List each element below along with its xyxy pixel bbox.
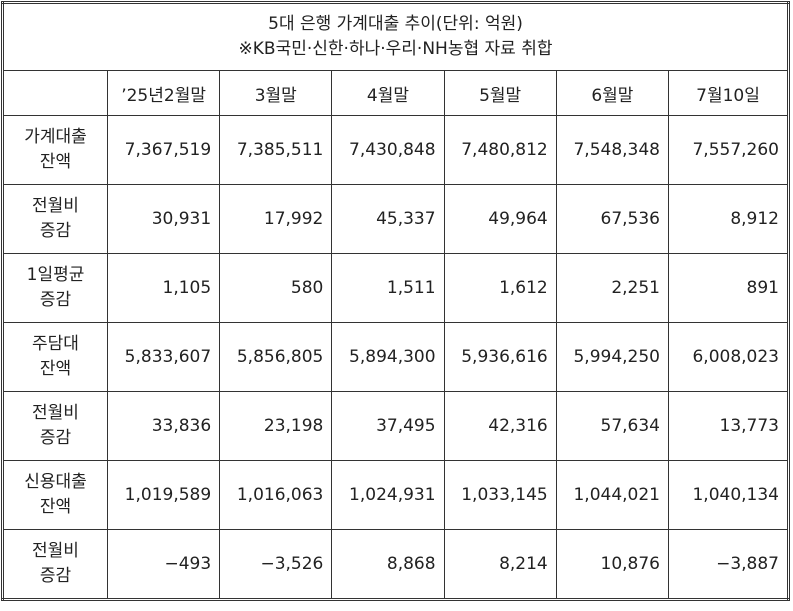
- value-cell: 1,024,931: [331, 460, 445, 530]
- row-label-line: 잔액: [39, 359, 72, 379]
- value-cell: 23,198: [219, 391, 333, 461]
- data-row: 전월비 증감 33,836 23,198 37,495 42,316 57,634 13,77…: [2, 391, 789, 461]
- value-cell: 30,931: [106, 184, 221, 254]
- column-header: ’25년2월말: [106, 70, 221, 116]
- value-cell: 7,367,519: [106, 115, 221, 185]
- corner-cell: [2, 70, 108, 116]
- value-cell: 1,019,589: [106, 460, 221, 530]
- data-row: 전월비 증감 −493 −3,526 8,868 8,214 10,876 −3,887: [2, 529, 789, 600]
- value-cell: 57,634: [555, 391, 670, 461]
- row-label-line: 증감: [39, 221, 72, 241]
- value-cell: 580: [219, 253, 333, 323]
- value-cell: 1,044,021: [555, 460, 670, 530]
- row-label-line: 전월비: [32, 541, 79, 561]
- value-cell: 10,876: [555, 529, 670, 600]
- row-label-line: 가계대출: [24, 127, 87, 147]
- title-cell: 5대 은행 가계대출 추이(단위: 억원) ※KB국민·신한·하나·우리·NH농…: [2, 2, 789, 71]
- value-cell: 7,480,812: [443, 115, 557, 185]
- data-row: 1일평균 증감 1,105 580 1,511 1,612 2,251 891: [2, 253, 789, 323]
- data-row: 주담대 잔액 5,833,607 5,856,805 5,894,300 5,936,61…: [2, 322, 789, 392]
- value-cell: 42,316: [443, 391, 557, 461]
- value-cell: −3,887: [668, 529, 789, 600]
- value-cell: 33,836: [106, 391, 221, 461]
- value-cell: 1,040,134: [668, 460, 789, 530]
- data-row: 가계대출 잔액 7,367,519 7,385,511 7,430,848 7,480,8…: [2, 115, 789, 185]
- row-label-line: 신용대출: [24, 472, 87, 492]
- value-cell: 5,936,616: [443, 322, 557, 392]
- column-header: 3월말: [219, 70, 333, 116]
- value-cell: 7,430,848: [331, 115, 445, 185]
- value-cell: 13,773: [668, 391, 789, 461]
- value-cell: 45,337: [331, 184, 445, 254]
- column-header: 4월말: [331, 70, 445, 116]
- row-label-line: 1일평균: [26, 265, 85, 285]
- value-cell: 8,214: [443, 529, 557, 600]
- data-row: 신용대출 잔액 1,019,589 1,016,063 1,024,931 1,033,1…: [2, 460, 789, 530]
- value-cell: 17,992: [219, 184, 333, 254]
- value-cell: 67,536: [555, 184, 670, 254]
- value-cell: 5,894,300: [331, 322, 445, 392]
- column-header: 5월말: [443, 70, 557, 116]
- value-cell: 7,557,260: [668, 115, 789, 185]
- value-cell: 5,994,250: [555, 322, 670, 392]
- title-row: 5대 은행 가계대출 추이(단위: 억원) ※KB국민·신한·하나·우리·NH농…: [2, 2, 789, 71]
- data-row: 전월비 증감 30,931 17,992 45,337 49,964 67,536 8,912: [2, 184, 789, 254]
- value-cell: 7,385,511: [219, 115, 333, 185]
- row-label-line: 전월비: [32, 403, 79, 423]
- table: 5대 은행 가계대출 추이(단위: 억원) ※KB국민·신한·하나·우리·NH농…: [1, 1, 790, 601]
- row-label-line: 증감: [39, 290, 72, 310]
- row-label-line: 잔액: [39, 497, 72, 517]
- column-header: 6월말: [555, 70, 670, 116]
- value-cell: 8,912: [668, 184, 789, 254]
- row-label-line: 주담대: [32, 334, 79, 354]
- value-cell: 49,964: [443, 184, 557, 254]
- header-row: ’25년2월말 3월말 4월말 5월말 6월말 7월10일: [2, 70, 789, 116]
- column-header: 7월10일: [668, 70, 789, 116]
- value-cell: 7,548,348: [555, 115, 670, 185]
- value-cell: 5,856,805: [219, 322, 333, 392]
- value-cell: 1,511: [331, 253, 445, 323]
- value-cell: −493: [106, 529, 221, 600]
- row-label-line: 증감: [39, 428, 72, 448]
- value-cell: 1,612: [443, 253, 557, 323]
- row-label-line: 증감: [39, 566, 72, 586]
- value-cell: −3,526: [219, 529, 333, 600]
- value-cell: 5,833,607: [106, 322, 221, 392]
- value-cell: 6,008,023: [668, 322, 789, 392]
- value-cell: 2,251: [555, 253, 670, 323]
- title-line: 5대 은행 가계대출 추이(단위: 억원): [268, 14, 523, 34]
- value-cell: 37,495: [331, 391, 445, 461]
- row-label-line: 잔액: [39, 152, 72, 172]
- value-cell: 1,105: [106, 253, 221, 323]
- row-label-line: 전월비: [32, 196, 79, 216]
- value-cell: 891: [668, 253, 789, 323]
- subtitle-line: ※KB국민·신한·하나·우리·NH농협 자료 취합: [238, 39, 553, 59]
- value-cell: 1,016,063: [219, 460, 333, 530]
- value-cell: 8,868: [331, 529, 445, 600]
- value-cell: 1,033,145: [443, 460, 557, 530]
